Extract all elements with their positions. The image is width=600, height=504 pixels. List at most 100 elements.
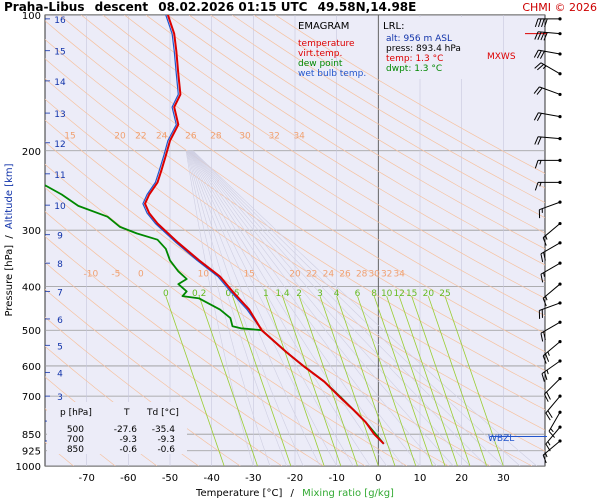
altitude-tick-3: 3 bbox=[57, 393, 63, 403]
pressure-tick-500: 500 bbox=[22, 326, 41, 337]
legend-title: EMAGRAM bbox=[298, 21, 349, 32]
mixing-ratio-label: 4 bbox=[334, 289, 340, 299]
wind-barb-base bbox=[558, 359, 561, 362]
y-axis-title-altitude: Altitude [km] bbox=[4, 163, 15, 229]
altitude-tick-4: 4 bbox=[57, 369, 63, 379]
table-row-2-t: -9.3 bbox=[119, 435, 137, 445]
pressure-tick-400: 400 bbox=[22, 283, 41, 294]
wbzl-label: WBZL bbox=[488, 434, 514, 444]
x-axis-title-sep: / bbox=[291, 488, 295, 499]
theta-label-top: 32 bbox=[268, 132, 279, 142]
altitude-tick-14: 14 bbox=[54, 78, 66, 88]
theta-label-mid: 26 bbox=[339, 269, 351, 279]
x-axis-title-mixing: Mixing ratio [g/kg] bbox=[302, 488, 394, 499]
temp-tick-0: 0 bbox=[375, 473, 381, 484]
altitude-tick-11: 11 bbox=[54, 171, 65, 181]
theta-label-mid: 20 bbox=[289, 269, 301, 279]
wind-barb-base bbox=[558, 377, 561, 380]
theta-label-mid: 22 bbox=[306, 269, 317, 279]
theta-label-mid: 24 bbox=[323, 269, 335, 279]
mixing-ratio-label: 1 bbox=[263, 289, 269, 299]
mixing-ratio-label: 25 bbox=[439, 289, 450, 299]
mixing-ratio-label: 2 bbox=[296, 289, 302, 299]
mixing-ratio-label: 12 bbox=[393, 289, 404, 299]
wind-barb-base bbox=[558, 321, 561, 324]
wind-barb-base bbox=[558, 181, 561, 184]
temp-tick--60: -60 bbox=[120, 473, 136, 484]
wind-barb-base bbox=[558, 301, 561, 304]
altitude-tick-12: 12 bbox=[54, 140, 65, 150]
altitude-tick-16: 16 bbox=[54, 16, 66, 26]
table-row-3-p: 850 bbox=[67, 445, 84, 455]
wind-barb-base bbox=[558, 201, 561, 204]
table-header-p: p [hPa] bbox=[60, 408, 92, 418]
theta-label-mid: 0 bbox=[138, 269, 144, 279]
theta-label-top: 30 bbox=[239, 132, 251, 142]
temp-tick--20: -20 bbox=[287, 473, 303, 484]
pressure-tick-1000: 1000 bbox=[16, 462, 41, 473]
mixing-ratio-label: 3 bbox=[317, 289, 323, 299]
header-datetime: 08.02.2026 01:15 UTC bbox=[158, 0, 307, 14]
altitude-tick-10: 10 bbox=[54, 202, 66, 212]
temp-tick--70: -70 bbox=[78, 473, 94, 484]
lrl-title: LRL: bbox=[383, 21, 404, 32]
wind-barb-base bbox=[558, 137, 561, 140]
wind-barb-base bbox=[558, 52, 561, 55]
temp-tick--50: -50 bbox=[162, 473, 178, 484]
pressure-tick-300: 300 bbox=[22, 226, 41, 237]
theta-label-top: 22 bbox=[135, 132, 146, 142]
theta-label-mid: 34 bbox=[393, 269, 405, 279]
x-axis-title: Temperature [°C] / Mixing ratio [g/kg] bbox=[195, 488, 394, 499]
temp-tick-20: 20 bbox=[455, 473, 468, 484]
wind-barb-base bbox=[558, 411, 561, 414]
table-row-2-p: 700 bbox=[67, 435, 84, 445]
theta-label-mid: 28 bbox=[356, 269, 368, 279]
altitude-tick-15: 15 bbox=[54, 48, 65, 58]
value-table: p [hPa] T Td [°C] 500 -27.6 -35.4 700 -9… bbox=[47, 402, 187, 455]
lrl-alt: alt: 956 m ASL bbox=[386, 34, 452, 44]
table-header-t: T bbox=[123, 408, 130, 418]
altitude-tick-6: 6 bbox=[57, 316, 63, 326]
mixing-ratio-label: 10 bbox=[381, 289, 393, 299]
table-row-2-td: -9.3 bbox=[157, 435, 175, 445]
theta-label-mid: 30 bbox=[368, 269, 380, 279]
wind-barb-base bbox=[558, 340, 561, 343]
mixing-ratio-label: 20 bbox=[423, 289, 435, 299]
temp-tick--40: -40 bbox=[203, 473, 219, 484]
altitude-tick-9: 9 bbox=[57, 232, 63, 242]
header-mode: descent bbox=[95, 0, 149, 14]
theta-label-top: 20 bbox=[114, 132, 126, 142]
temp-tick--30: -30 bbox=[245, 473, 261, 484]
legend-wet-bulb: wet bulb temp. bbox=[298, 69, 366, 79]
theta-label-mid: 10 bbox=[198, 269, 210, 279]
table-row-1-td: -35.4 bbox=[152, 425, 176, 435]
wind-barb-base bbox=[558, 115, 561, 118]
wind-barb-base bbox=[558, 93, 561, 96]
pressure-tick-700: 700 bbox=[22, 392, 41, 403]
wind-barb-base bbox=[558, 282, 561, 285]
theta-label-top: 28 bbox=[210, 132, 222, 142]
wind-barb-base bbox=[558, 32, 561, 35]
pressure-tick-600: 600 bbox=[22, 362, 41, 373]
mixing-ratio-label: 0 bbox=[163, 289, 169, 299]
theta-label-top: 26 bbox=[185, 132, 197, 142]
altitude-tick-5: 5 bbox=[57, 342, 63, 352]
header-coords: 49.58N,14.98E bbox=[318, 0, 417, 14]
wind-barb-base bbox=[558, 72, 561, 75]
y-axis-title-sep: / bbox=[4, 235, 15, 239]
mixing-ratio-label: 1.4 bbox=[275, 289, 290, 299]
wind-barb-base bbox=[558, 262, 561, 265]
header-title: Praha-Libus descent 08.02.2026 01:15 UTC… bbox=[4, 0, 416, 14]
pressure-tick-200: 200 bbox=[22, 147, 41, 158]
lrl-dwpt: dwpt: 1.3 °C bbox=[386, 64, 442, 74]
table-header-td: Td [°C] bbox=[146, 408, 179, 418]
legend-temperature: temperature bbox=[298, 39, 355, 49]
theta-label-mid: -5 bbox=[111, 269, 120, 279]
table-row-1-p: 500 bbox=[67, 425, 84, 435]
theta-label-mid: 15 bbox=[243, 269, 254, 279]
table-row-1-t: -27.6 bbox=[114, 425, 138, 435]
copyright: CHMI © 2026 bbox=[522, 1, 597, 14]
temp-tick-10: 10 bbox=[414, 473, 427, 484]
